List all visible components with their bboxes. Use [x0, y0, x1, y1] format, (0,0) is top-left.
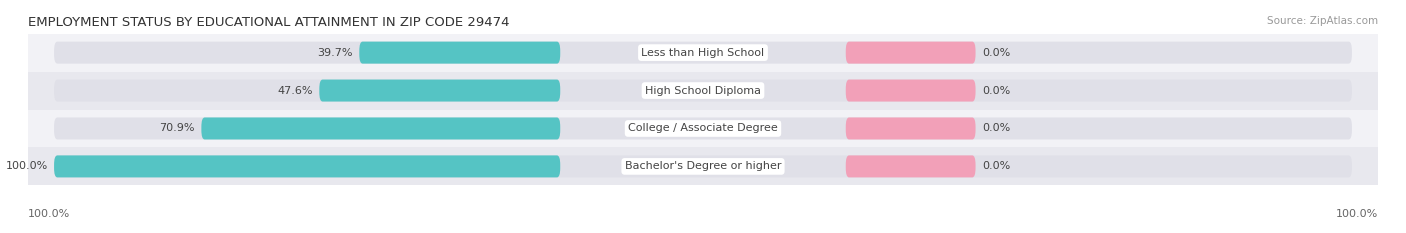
- Text: 39.7%: 39.7%: [318, 48, 353, 58]
- Text: 47.6%: 47.6%: [277, 86, 312, 96]
- Text: Source: ZipAtlas.com: Source: ZipAtlas.com: [1267, 16, 1378, 26]
- FancyBboxPatch shape: [201, 117, 560, 140]
- FancyBboxPatch shape: [846, 155, 976, 177]
- Text: 0.0%: 0.0%: [981, 48, 1011, 58]
- FancyBboxPatch shape: [846, 79, 976, 102]
- Bar: [28, 110, 1378, 147]
- Text: 0.0%: 0.0%: [981, 123, 1011, 134]
- FancyBboxPatch shape: [53, 79, 1353, 102]
- FancyBboxPatch shape: [53, 42, 1353, 64]
- FancyBboxPatch shape: [53, 155, 1353, 177]
- Text: Less than High School: Less than High School: [641, 48, 765, 58]
- Text: College / Associate Degree: College / Associate Degree: [628, 123, 778, 134]
- Text: 0.0%: 0.0%: [981, 161, 1011, 171]
- Text: Bachelor's Degree or higher: Bachelor's Degree or higher: [624, 161, 782, 171]
- Bar: [28, 72, 1378, 110]
- Bar: [28, 34, 1378, 72]
- Text: 100.0%: 100.0%: [6, 161, 48, 171]
- Text: 0.0%: 0.0%: [981, 86, 1011, 96]
- FancyBboxPatch shape: [846, 117, 976, 140]
- FancyBboxPatch shape: [846, 42, 976, 64]
- Text: High School Diploma: High School Diploma: [645, 86, 761, 96]
- FancyBboxPatch shape: [360, 42, 560, 64]
- Text: EMPLOYMENT STATUS BY EDUCATIONAL ATTAINMENT IN ZIP CODE 29474: EMPLOYMENT STATUS BY EDUCATIONAL ATTAINM…: [28, 16, 509, 29]
- Bar: [28, 147, 1378, 185]
- Text: 100.0%: 100.0%: [1336, 209, 1378, 219]
- FancyBboxPatch shape: [319, 79, 560, 102]
- Text: 70.9%: 70.9%: [159, 123, 195, 134]
- FancyBboxPatch shape: [53, 117, 1353, 140]
- FancyBboxPatch shape: [53, 155, 560, 177]
- Text: 100.0%: 100.0%: [28, 209, 70, 219]
